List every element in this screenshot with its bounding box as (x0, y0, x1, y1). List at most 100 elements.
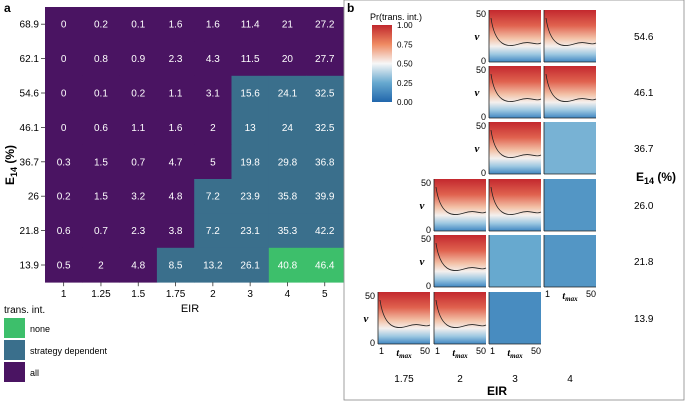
panel-a: a 0 0.2 0.1 1.6 1.6 11.4 21 27.20 0.8 0.9 2.3 4.3 11… (3, 1, 344, 382)
heatmap-cell (156, 7, 195, 42)
heatmap-cell-value: 4.7 (169, 157, 183, 168)
panel-b-legend: Pr(trans. int.) 1.00 0.75 0.50 0.25 0.00 (370, 12, 422, 107)
y-tick-label: 36.7 (20, 157, 40, 168)
panel-a-y-ticks: 68.9 62.1 54.6 46.1 36.7 26 21.8 13.9 (20, 20, 45, 272)
legend-label: all (30, 368, 39, 378)
tile-y-tick-label: 50 (421, 178, 431, 188)
heatmap-cell-value: 29.8 (278, 157, 298, 168)
legend-label: strategy dependent (30, 346, 108, 356)
heatmap-cell (119, 213, 158, 249)
heatmap-cell-value: 27.2 (315, 20, 335, 31)
heatmap-cell-value: 0.1 (94, 89, 108, 100)
heatmap-cell (231, 7, 270, 42)
heatmap-cell (306, 110, 344, 145)
tile-x-tick-label: 50 (420, 346, 430, 356)
heatmap-cell (306, 144, 344, 180)
tile-flat (544, 122, 596, 174)
column-label: 4 (567, 374, 573, 385)
heatmap-cell (45, 41, 83, 77)
tile-surface (489, 122, 541, 174)
heatmap-cell (194, 110, 232, 145)
heatmap-cell-value: 13.2 (203, 261, 223, 272)
surface-tile (543, 179, 596, 232)
heatmap-cell-value: 0.9 (131, 54, 145, 65)
heatmap-cell-value: 24.1 (278, 89, 298, 100)
tile-x-tick-label: 50 (586, 289, 596, 299)
tile-surface (434, 235, 486, 287)
x-tick-label: 5 (322, 289, 328, 300)
heatmap-cell (268, 7, 307, 42)
heatmap-cell (119, 179, 158, 214)
heatmap-cell-value: 0.1 (131, 20, 145, 31)
panel-a-y-axis-label: E14 (%) (3, 145, 19, 185)
heatmap-cell-value: 42.2 (315, 226, 335, 237)
surface-tile (543, 10, 597, 63)
tile-y-axis-label: ν (475, 87, 480, 99)
tile-flat (544, 235, 596, 287)
panel-a-x-axis-label: EIR (181, 303, 199, 315)
heatmap-cell-value: 20 (282, 54, 294, 65)
surface-tile: 50 0 ν (420, 234, 487, 291)
heatmap-cell (156, 75, 195, 111)
tile-contour (435, 242, 487, 271)
tile-y-axis-label: ν (420, 200, 425, 212)
panel-b-colorbar-ticks: 1.00 0.75 0.50 0.25 0.00 (397, 21, 413, 107)
heatmap-cell-value: 21 (282, 20, 294, 31)
panel-a-legend: trans. int. none strategy dependent all (4, 305, 108, 382)
tile-flat (544, 179, 596, 231)
heatmap-cell (231, 41, 270, 77)
heatmap-cell-value: 24 (282, 123, 294, 134)
heatmap-cell (82, 110, 120, 145)
heatmap-cell-value: 0.2 (131, 89, 145, 100)
heatmap-cell-value: 4.8 (131, 261, 145, 272)
heatmap-cell-value: 0.2 (94, 20, 108, 31)
heatmap-cell-value: 40.8 (278, 261, 298, 272)
heatmap-cell-value: 1.6 (169, 20, 183, 31)
surface-tile: 1 50 tmax (433, 292, 487, 360)
surface-tile: 50 0 ν (475, 9, 542, 66)
heatmap-cell (119, 247, 158, 283)
heatmap-cell-value: 3.1 (206, 89, 220, 100)
tile-contour (379, 299, 431, 328)
heatmap-cell (45, 247, 83, 283)
colorbar-tick-label: 0.50 (397, 60, 413, 69)
heatmap-cell (231, 144, 270, 180)
heatmap-cell-value: 46.4 (315, 261, 335, 272)
heatmap-cell-value: 35.8 (278, 192, 298, 203)
heatmap-cell-value: 11.4 (241, 20, 260, 31)
x-tick-label: 3 (247, 289, 253, 300)
heatmap-cell (82, 41, 120, 77)
heatmap-cell (306, 41, 344, 77)
surface-tile: 1 50 tmax (488, 292, 541, 360)
legend-swatch (4, 340, 25, 360)
tile-x-tick-label: 1 (490, 346, 495, 356)
tile-x-tick-label: 1 (545, 289, 550, 299)
panel-b-legend-title: Pr(trans. int.) (370, 12, 422, 22)
heatmap-cell-value: 2.3 (131, 226, 145, 237)
column-label: 2 (457, 374, 463, 385)
heatmap-cell-value: 32.5 (315, 89, 335, 100)
heatmap-cell-value: 35.3 (278, 226, 298, 237)
tile-x-axis-label: tmax (562, 291, 578, 303)
tile-y-axis-label: ν (364, 313, 369, 325)
heatmap-cell-value: 5 (210, 157, 216, 168)
panel-b-label: b (347, 1, 354, 15)
heatmap-cell-value: 7.2 (206, 226, 220, 237)
heatmap-cell-value: 23.9 (240, 192, 260, 203)
tile-contour (435, 299, 487, 328)
tile-surface (489, 66, 541, 118)
heatmap-cell (82, 144, 120, 180)
tile-surface (544, 66, 596, 118)
heatmap-cell (119, 110, 158, 145)
heatmap-cell (82, 179, 120, 214)
heatmap-cell-value: 3.2 (131, 192, 145, 203)
column-label: 1.75 (394, 374, 414, 385)
heatmap-cell (268, 179, 307, 214)
y-tick-label: 54.6 (20, 89, 40, 100)
heatmap-cell-value: 0 (61, 89, 67, 100)
heatmap-cell (194, 247, 232, 283)
heatmap-cell (231, 247, 270, 283)
column-label: 3 (512, 374, 518, 385)
tile-contour (490, 129, 542, 158)
